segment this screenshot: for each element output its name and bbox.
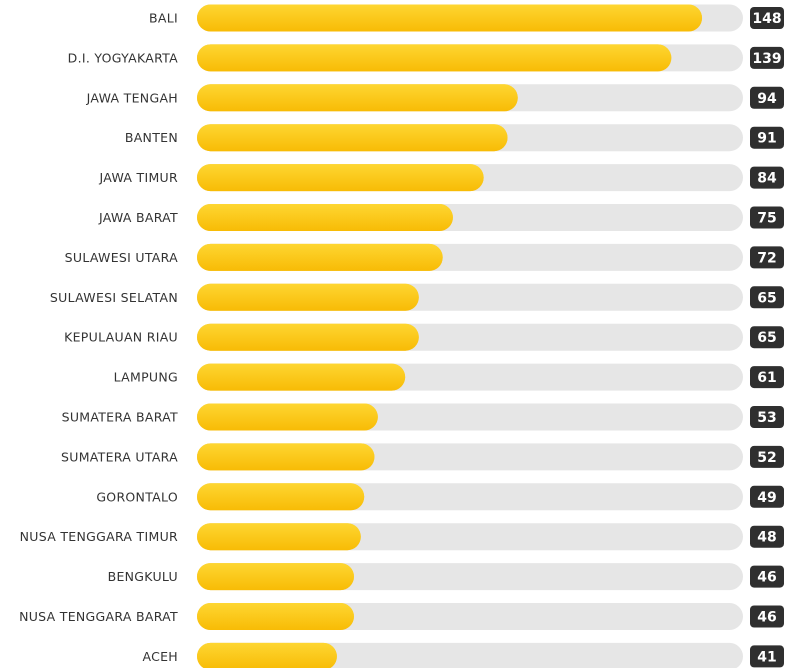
value-badge xyxy=(750,645,784,668)
value-badge xyxy=(750,246,784,269)
value-badge xyxy=(750,445,784,468)
value-label: 65 xyxy=(757,290,776,306)
bar-shine xyxy=(197,124,508,152)
bar-shine xyxy=(197,642,337,668)
value-label: 41 xyxy=(757,649,776,665)
value-badge xyxy=(750,326,784,349)
bar-shine xyxy=(197,483,365,511)
bar-shine xyxy=(197,523,361,551)
category-label: JAWA BARAT xyxy=(98,210,178,225)
category-label: SULAWESI SELATAN xyxy=(50,290,178,305)
value-badge xyxy=(750,565,784,588)
bar-shine xyxy=(197,164,484,192)
category-label: BANTEN xyxy=(125,130,178,145)
category-label: ACEH xyxy=(142,649,178,664)
value-badge xyxy=(750,485,784,508)
value-label: 75 xyxy=(757,211,776,227)
value-badge xyxy=(750,126,784,149)
bar-shine xyxy=(197,44,672,72)
category-label: NUSA TENGGARA BARAT xyxy=(19,609,178,624)
value-label: 148 xyxy=(752,11,781,27)
bar-shine xyxy=(197,403,378,431)
value-label: 52 xyxy=(757,450,776,466)
value-badge xyxy=(750,366,784,389)
bar-shine xyxy=(197,603,354,630)
bar-shine xyxy=(197,443,375,471)
category-label: SULAWESI UTARA xyxy=(65,250,178,265)
value-badge xyxy=(750,525,784,548)
bar-shine xyxy=(197,4,703,32)
value-label: 46 xyxy=(757,570,776,586)
value-label: 139 xyxy=(752,51,781,67)
value-badge xyxy=(750,406,784,428)
value-label: 84 xyxy=(757,171,777,187)
category-label: GORONTALO xyxy=(96,489,178,504)
category-label: KEPULAUAN RIAU xyxy=(64,330,178,345)
category-label: JAWA TIMUR xyxy=(99,170,178,185)
category-label: SUMATERA BARAT xyxy=(62,410,178,425)
value-badge xyxy=(750,7,784,29)
value-badge xyxy=(750,286,784,309)
bar-shine xyxy=(197,323,419,351)
value-label: 46 xyxy=(757,610,776,626)
bar-shine xyxy=(197,204,453,231)
value-label: 48 xyxy=(757,530,776,546)
category-label: NUSA TENGGARA TIMUR xyxy=(20,529,178,544)
category-label: SUMATERA UTARA xyxy=(61,449,178,464)
value-label: 72 xyxy=(757,250,776,266)
category-label: LAMPUNG xyxy=(114,370,178,385)
value-badge xyxy=(750,46,784,69)
value-label: 53 xyxy=(757,410,776,426)
bar-shine xyxy=(197,283,419,311)
value-label: 65 xyxy=(757,330,776,346)
value-badge xyxy=(750,605,784,628)
value-label: 91 xyxy=(757,131,776,147)
value-badge xyxy=(750,86,784,109)
bar-shine xyxy=(197,563,354,591)
bar-shine xyxy=(197,363,406,391)
category-label: JAWA TENGAH xyxy=(86,90,178,105)
value-badge xyxy=(750,166,784,189)
category-label: BENGKULU xyxy=(108,569,178,584)
value-label: 61 xyxy=(757,370,776,386)
value-badge xyxy=(750,206,784,229)
bar-shine xyxy=(197,84,518,112)
bar-shine xyxy=(197,243,443,271)
value-label: 94 xyxy=(757,91,777,107)
value-label: 49 xyxy=(757,490,776,506)
category-label: D.I. YOGYAKARTA xyxy=(68,50,178,65)
category-label: BALI xyxy=(149,11,178,26)
